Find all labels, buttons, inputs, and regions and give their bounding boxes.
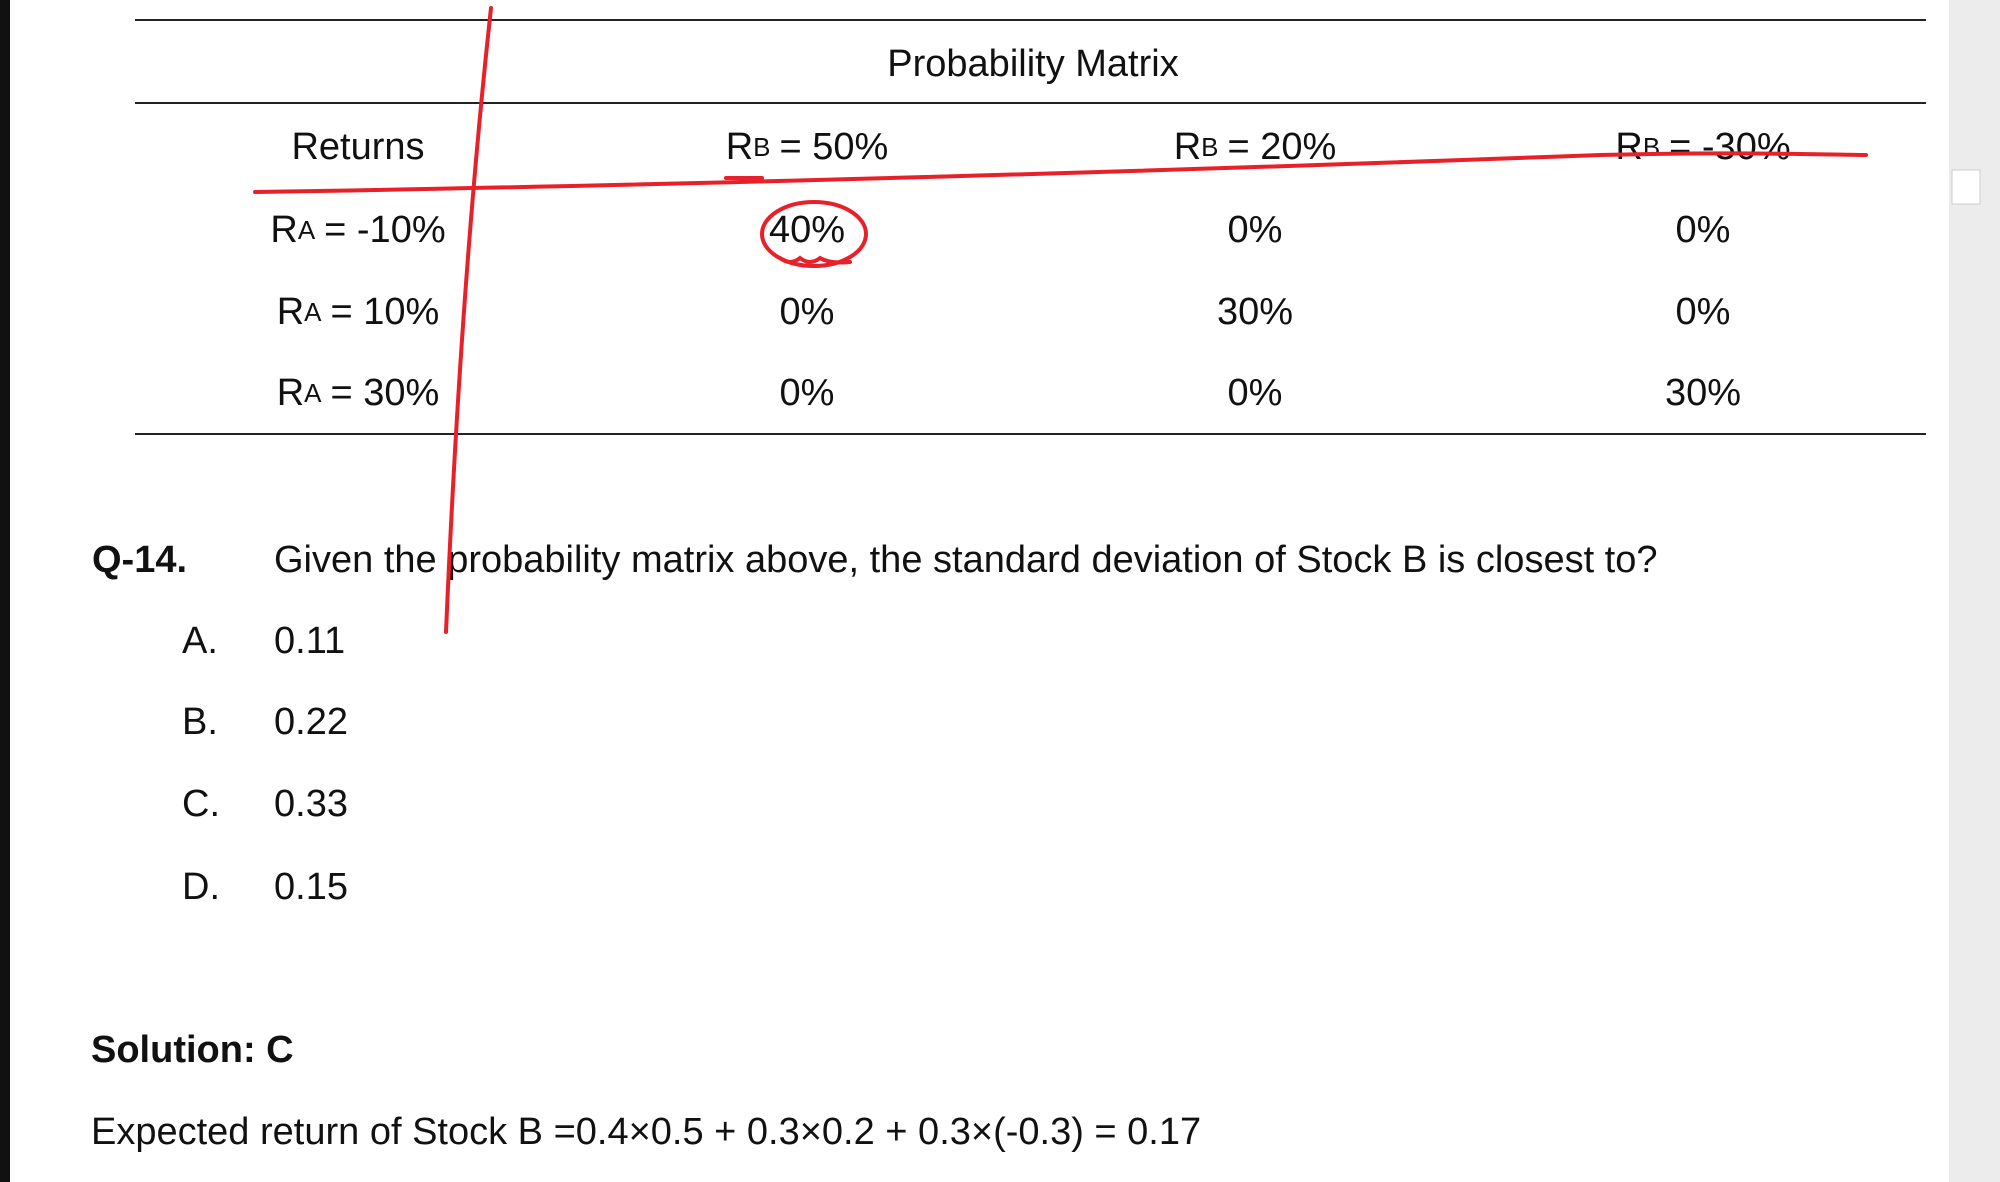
value: = 10% bbox=[330, 291, 439, 333]
symbol: R bbox=[277, 372, 304, 414]
ink-circle bbox=[760, 200, 868, 268]
ink-vertical bbox=[444, 6, 493, 634]
solution-heading: Solution: C bbox=[91, 1029, 294, 1071]
subscript: B bbox=[1643, 132, 1660, 162]
symbol: R bbox=[726, 126, 753, 168]
option-text: 0.15 bbox=[274, 866, 348, 908]
ink-horizontal bbox=[253, 151, 1868, 194]
option-letter: C. bbox=[182, 783, 220, 825]
row-header: RA = 10% bbox=[277, 291, 440, 333]
column-header: RB = -30% bbox=[1615, 126, 1790, 168]
cell: 30% bbox=[1217, 291, 1293, 333]
cell: 0% bbox=[780, 372, 835, 414]
corner-header: Returns bbox=[291, 126, 424, 168]
value: = 20% bbox=[1227, 126, 1336, 168]
cell: 30% bbox=[1665, 372, 1741, 414]
value: = 30% bbox=[330, 372, 439, 414]
symbol: R bbox=[277, 291, 304, 333]
value: = 50% bbox=[779, 126, 888, 168]
table-body: RB = 50% RB = 20% RB = -30%RA = -10% 40% 0% 0%RA =… bbox=[270, 126, 1790, 414]
subscript: B bbox=[753, 132, 770, 162]
cell: 0% bbox=[780, 291, 835, 333]
subscript: B bbox=[1201, 132, 1218, 162]
value: = -30% bbox=[1669, 126, 1790, 168]
column-header: RB = 20% bbox=[1174, 126, 1337, 168]
option-letter: D. bbox=[182, 866, 220, 908]
options: A. 0.11 B. 0.22 C. 0.33 D. 0.15 bbox=[182, 620, 348, 908]
option-letter: B. bbox=[182, 701, 218, 743]
cell: 0% bbox=[1676, 209, 1731, 251]
column-header: RB = 50% bbox=[726, 126, 889, 168]
left-border bbox=[0, 0, 10, 1182]
subscript: A bbox=[298, 215, 316, 245]
ink-squiggle bbox=[778, 255, 852, 265]
symbol: R bbox=[270, 209, 297, 251]
option-text: 0.22 bbox=[274, 701, 348, 743]
value: = -10% bbox=[324, 209, 445, 251]
cell: 0% bbox=[1676, 291, 1731, 333]
cell: 40% bbox=[769, 209, 845, 251]
scroll-box bbox=[1951, 169, 1981, 205]
option-text: 0.33 bbox=[274, 783, 348, 825]
subscript: A bbox=[304, 378, 322, 408]
table-title: Probability Matrix bbox=[887, 43, 1178, 85]
option-text: 0.11 bbox=[274, 620, 345, 662]
symbol: R bbox=[1615, 126, 1642, 168]
solution-text: Expected return of Stock B =0.4×0.5 + 0.… bbox=[91, 1111, 1201, 1153]
question-number: Q-14. bbox=[92, 539, 187, 581]
cell: 0% bbox=[1228, 209, 1283, 251]
option-letter: A. bbox=[182, 620, 218, 662]
cell: 0% bbox=[1228, 372, 1283, 414]
row-header: RA = 30% bbox=[277, 372, 440, 414]
subscript: A bbox=[304, 297, 322, 327]
question-text: Given the probability matrix above, the … bbox=[274, 539, 1658, 581]
symbol: R bbox=[1174, 126, 1201, 168]
row-header: RA = -10% bbox=[270, 209, 445, 251]
annotations bbox=[253, 6, 1868, 634]
